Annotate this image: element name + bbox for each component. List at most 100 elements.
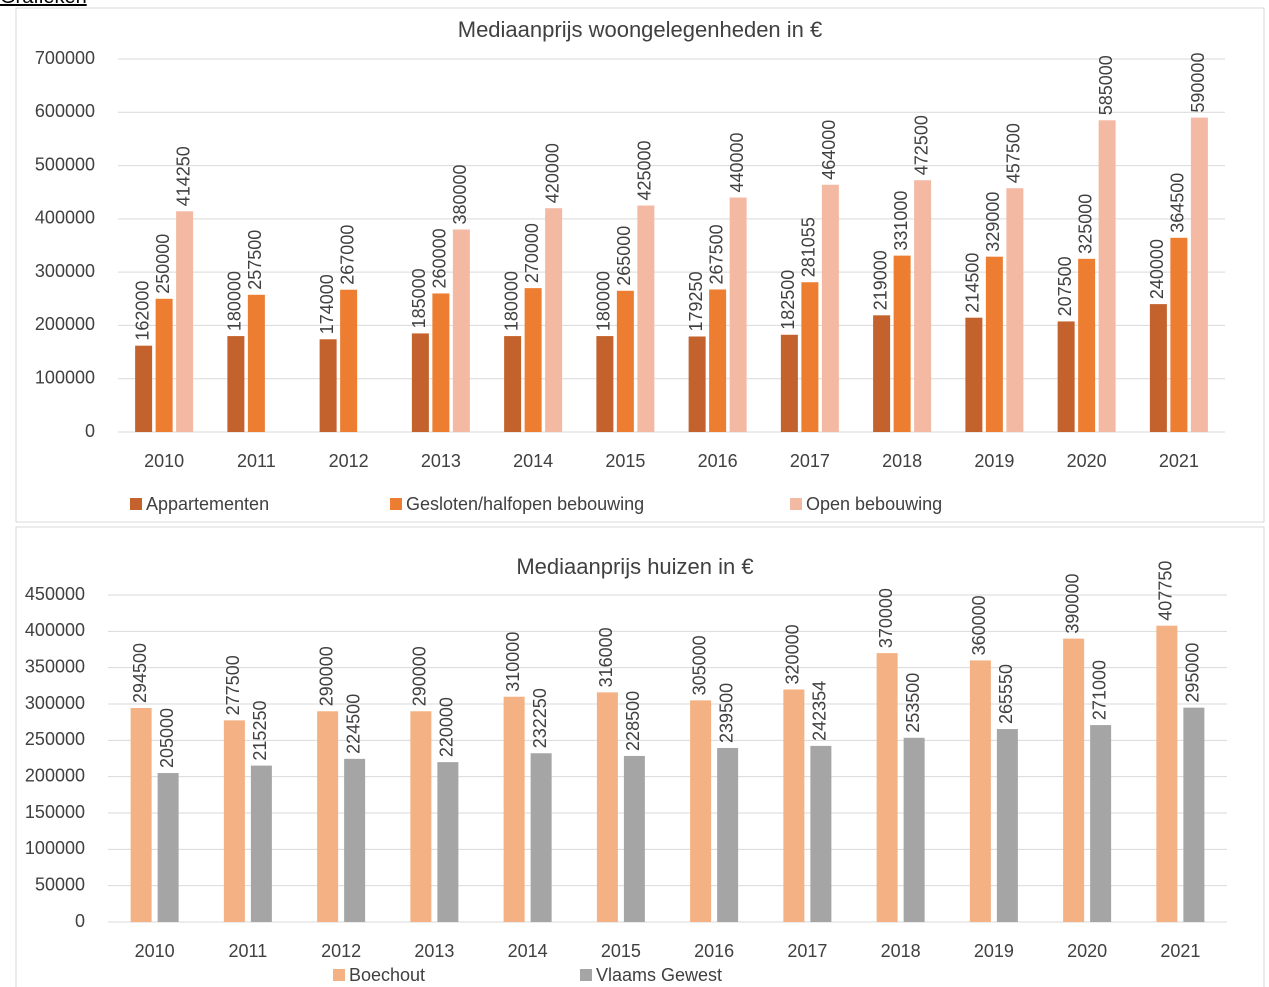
- bar: [985, 256, 1003, 432]
- x-tick-label: 2014: [508, 941, 548, 961]
- data-label: 440000: [727, 132, 747, 192]
- x-tick-label: 2020: [1067, 451, 1107, 471]
- bar: [135, 345, 153, 432]
- y-tick-label: 250000: [25, 729, 85, 749]
- data-label: 267500: [706, 224, 726, 284]
- data-label: 325000: [1075, 194, 1095, 254]
- bar: [340, 289, 358, 432]
- x-tick-label: 2021: [1159, 451, 1199, 471]
- data-label: 232250: [530, 688, 550, 748]
- data-label: 228500: [623, 691, 643, 751]
- bar: [1057, 321, 1075, 432]
- data-label: 174000: [317, 274, 337, 334]
- data-label: 380000: [450, 164, 470, 224]
- chart-title: Mediaanprijs woongelegenheden in €: [458, 17, 823, 42]
- bar: [452, 229, 470, 432]
- data-label: 290000: [410, 646, 430, 706]
- data-label: 271000: [1089, 660, 1109, 720]
- y-tick-label: 100000: [35, 367, 95, 387]
- x-tick-label: 2020: [1067, 941, 1107, 961]
- bar: [130, 707, 152, 922]
- bar: [801, 282, 819, 432]
- data-label: 414250: [173, 146, 193, 206]
- data-label: 457500: [1004, 123, 1024, 183]
- y-tick-label: 450000: [25, 584, 85, 604]
- data-label: 179250: [686, 271, 706, 331]
- bar: [319, 339, 337, 432]
- x-tick-label: 2011: [229, 941, 268, 961]
- data-label: 370000: [876, 588, 896, 648]
- y-tick-label: 300000: [25, 693, 85, 713]
- bar: [1063, 638, 1085, 922]
- x-tick-label: 2014: [513, 451, 553, 471]
- bar: [637, 205, 655, 432]
- chart-title: Mediaanprijs huizen in €: [516, 554, 753, 579]
- x-tick-label: 2010: [135, 941, 175, 961]
- data-label: 180000: [225, 271, 245, 331]
- bar: [914, 180, 932, 432]
- data-label: 407750: [1156, 561, 1176, 621]
- bar: [411, 333, 429, 432]
- heading: Grafieken: [0, 0, 87, 9]
- bar: [524, 288, 542, 432]
- bar: [1170, 237, 1188, 432]
- x-tick-label: 2019: [974, 451, 1014, 471]
- bar: [530, 753, 552, 922]
- data-label: 180000: [594, 271, 614, 331]
- bar: [250, 765, 272, 922]
- data-label: 305000: [689, 635, 709, 695]
- bar: [969, 660, 991, 922]
- x-tick-label: 2012: [321, 941, 361, 961]
- data-label: 331000: [891, 191, 911, 251]
- bar: [223, 720, 245, 922]
- data-label: 185000: [409, 268, 429, 328]
- x-tick-label: 2019: [974, 941, 1014, 961]
- legend-swatch: [580, 969, 592, 981]
- data-label: 257500: [245, 230, 265, 290]
- bar: [227, 336, 245, 432]
- x-tick-label: 2011: [237, 451, 276, 471]
- x-tick-label: 2013: [414, 941, 454, 961]
- bar: [432, 293, 450, 432]
- data-label: 253500: [903, 673, 923, 733]
- data-label: 265000: [614, 226, 634, 286]
- legend-label: Open bebouwing: [806, 494, 942, 514]
- y-tick-label: 700000: [35, 48, 95, 68]
- data-label: 239500: [716, 683, 736, 743]
- bar: [596, 692, 618, 922]
- x-tick-label: 2013: [421, 451, 461, 471]
- bar: [821, 184, 839, 432]
- legend-label: Vlaams Gewest: [596, 965, 722, 985]
- x-tick-label: 2010: [144, 451, 184, 471]
- bar: [503, 696, 525, 922]
- x-tick-label: 2017: [790, 451, 830, 471]
- data-label: 277500: [223, 655, 243, 715]
- data-label: 260000: [430, 228, 450, 288]
- bar: [688, 336, 706, 432]
- y-tick-label: 200000: [35, 314, 95, 334]
- y-tick-label: 300000: [35, 261, 95, 281]
- data-label: 240000: [1147, 239, 1167, 299]
- y-tick-label: 100000: [25, 838, 85, 858]
- bar: [810, 745, 832, 922]
- data-label: 364500: [1168, 173, 1188, 233]
- bar: [780, 334, 798, 432]
- bar: [1190, 117, 1208, 432]
- y-tick-label: 0: [85, 421, 95, 441]
- bar: [717, 747, 739, 922]
- legend-swatch: [790, 498, 802, 510]
- bar: [247, 294, 265, 432]
- data-label: 590000: [1188, 53, 1208, 113]
- x-tick-label: 2015: [601, 941, 641, 961]
- bar: [873, 315, 891, 432]
- bar: [783, 689, 805, 922]
- data-label: 205000: [157, 708, 177, 768]
- data-label: 215250: [250, 701, 270, 761]
- bar: [176, 211, 194, 432]
- bar: [996, 729, 1018, 922]
- bar: [596, 336, 614, 432]
- x-tick-label: 2012: [329, 451, 369, 471]
- data-label: 310000: [503, 632, 523, 692]
- x-tick-label: 2015: [605, 451, 645, 471]
